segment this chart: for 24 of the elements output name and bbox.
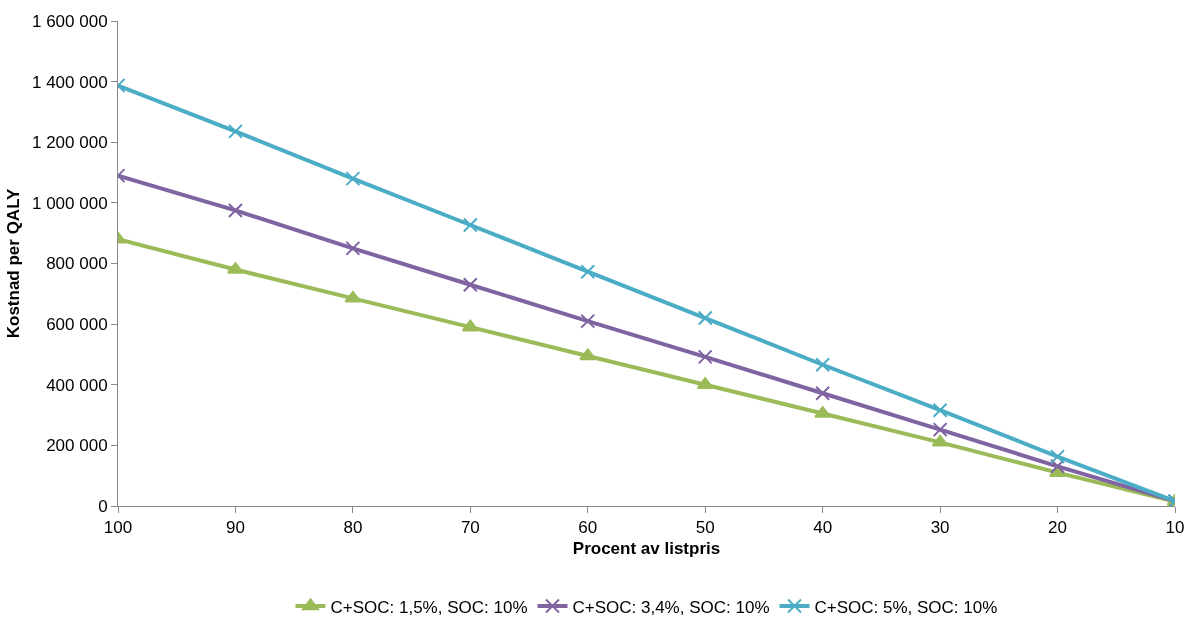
x-tick-label: 50	[695, 518, 715, 538]
y-tick-label: 1 200 000	[31, 133, 108, 153]
x-tick-label: 70	[460, 518, 480, 538]
legend-label: C+SOC: 3,4%, SOC: 10%	[572, 597, 770, 617]
legend-label: C+SOC: 1,5%, SOC: 10%	[330, 597, 528, 617]
y-tick-label: 1 000 000	[31, 193, 108, 213]
x-tick-label: 40	[813, 518, 833, 538]
y-tick-label: 600 000	[46, 315, 108, 335]
x-axis-title: Procent av listpris	[572, 538, 721, 558]
y-tick-label: 400 000	[46, 375, 108, 395]
x-tick-label: 30	[930, 518, 950, 538]
x-tick-label: 60	[578, 518, 598, 538]
y-tick-label: 800 000	[46, 254, 108, 274]
x-tick-label: 100	[103, 518, 133, 538]
x-tick-label: 80	[343, 518, 363, 538]
x-tick-label: 20	[1048, 518, 1068, 538]
x-tick-label: 90	[225, 518, 245, 538]
y-axis-title: Kostnad per QALY	[3, 188, 23, 339]
y-tick-label: 200 000	[46, 436, 108, 456]
y-tick-label: 1 400 000	[31, 72, 108, 92]
y-tick-label: 0	[98, 496, 108, 516]
y-tick-label: 1 600 000	[31, 11, 108, 31]
x-tick-label: 10	[1165, 518, 1185, 538]
legend-label: C+SOC: 5%, SOC: 10%	[814, 597, 998, 617]
